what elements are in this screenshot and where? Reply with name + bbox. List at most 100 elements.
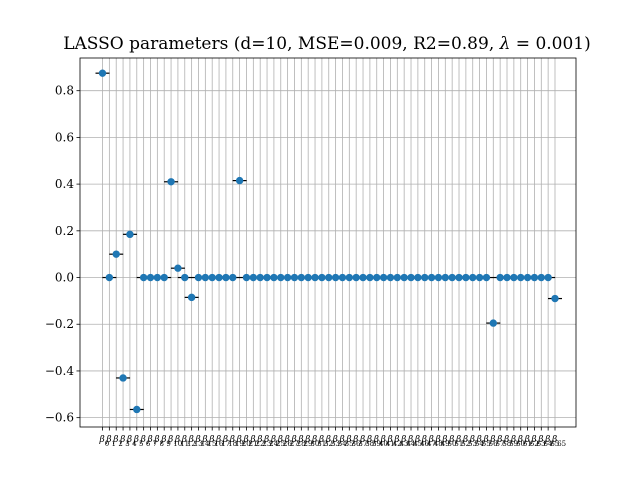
data-point xyxy=(537,273,545,282)
data-point xyxy=(448,273,456,282)
data-point xyxy=(229,273,237,282)
data-point xyxy=(105,273,114,282)
data-point xyxy=(434,273,443,282)
x-tick-label: β25 xyxy=(270,435,285,448)
data-point xyxy=(510,273,518,282)
x-tick-label: β38 xyxy=(359,435,374,448)
data-point xyxy=(352,273,360,282)
data-point xyxy=(331,273,340,282)
data-point xyxy=(119,374,127,382)
x-tick-label: β43 xyxy=(393,435,408,448)
data-point xyxy=(441,273,450,282)
data-point xyxy=(194,273,203,282)
data-point xyxy=(215,273,223,282)
x-tick-label: β2 xyxy=(112,435,123,448)
x-tick-label: β19 xyxy=(229,435,244,448)
data-point xyxy=(393,273,402,282)
data-point xyxy=(167,178,175,186)
data-point xyxy=(475,273,484,282)
y-tick-label: −0.6 xyxy=(45,411,74,425)
data-point xyxy=(373,273,381,282)
x-tick-label: β14 xyxy=(194,435,210,448)
x-tick-label: β31 xyxy=(311,435,326,448)
data-point xyxy=(325,273,333,282)
x-tick-label: β42 xyxy=(386,435,401,448)
data-point xyxy=(503,273,511,282)
data-point xyxy=(297,273,306,282)
x-tick-label: β61 xyxy=(517,435,532,448)
x-tick-label: β24 xyxy=(263,435,279,448)
axes: 0.80.60.40.20.0−0.2−0.4−0.6β0β1β2β3β4β5β… xyxy=(45,84,566,448)
x-tick-label: β35 xyxy=(338,435,353,448)
x-tick-label: β50 xyxy=(441,435,456,448)
data-point xyxy=(318,273,326,282)
x-tick-label: β10 xyxy=(167,435,182,448)
x-tick-label: β41 xyxy=(380,435,395,448)
data-point xyxy=(256,273,264,282)
x-tick-label: β51 xyxy=(448,435,463,448)
data-point xyxy=(304,273,312,282)
x-tick-label: β27 xyxy=(284,435,299,448)
x-tick-label: β22 xyxy=(249,435,264,448)
data-point xyxy=(270,273,278,282)
data-point xyxy=(359,273,367,282)
data-point xyxy=(160,273,168,282)
x-tick-label: β33 xyxy=(325,435,340,448)
x-tick-label: β65 xyxy=(551,435,566,448)
data-point xyxy=(153,273,162,282)
data-point xyxy=(338,273,347,282)
x-tick-label: β34 xyxy=(332,435,348,448)
data-point xyxy=(146,273,155,282)
data-point xyxy=(414,273,422,282)
x-tick-label: β62 xyxy=(524,435,539,448)
x-tick-label: β20 xyxy=(236,435,251,448)
x-tick-label: β26 xyxy=(277,435,293,448)
x-tick-label: β59 xyxy=(503,435,518,448)
data-point xyxy=(187,293,196,302)
x-tick-label: β21 xyxy=(242,435,257,448)
data-point xyxy=(386,273,395,282)
data-point xyxy=(407,273,415,282)
x-tick-label: β39 xyxy=(366,435,381,448)
y-tick-label: 0.4 xyxy=(55,177,74,191)
y-tick-label: 0.6 xyxy=(55,130,74,144)
data-point xyxy=(366,273,374,282)
x-tick-label: β32 xyxy=(318,435,333,448)
data-point xyxy=(208,273,216,282)
data-point xyxy=(544,273,552,282)
data-point xyxy=(235,176,244,185)
x-tick-label: β0 xyxy=(99,435,110,448)
data-point xyxy=(379,273,388,282)
data-point xyxy=(283,273,292,282)
data-point xyxy=(400,273,408,282)
data-point xyxy=(482,273,491,282)
x-tick-label: β23 xyxy=(256,435,271,448)
data-point xyxy=(126,230,134,239)
x-tick-label: β30 xyxy=(304,435,319,448)
data-point xyxy=(517,273,525,282)
chart-title: LASSO parameters (d=10, MSE=0.009, R2=0.… xyxy=(63,34,591,54)
x-tick-label: β55 xyxy=(476,435,491,448)
x-tick-label: β36 xyxy=(345,435,361,448)
y-tick-label: −0.2 xyxy=(45,317,74,331)
x-tick-label: β9 xyxy=(160,435,171,448)
data-point xyxy=(530,273,539,282)
x-tick-label: β65 xyxy=(544,435,559,448)
data-point xyxy=(201,273,210,282)
x-tick-label: β8 xyxy=(153,435,164,448)
x-tick-label: β57 xyxy=(489,435,504,448)
x-tick-label: β44 xyxy=(400,435,416,448)
data-point xyxy=(174,264,182,272)
y-tick-label: 0.0 xyxy=(55,271,74,285)
data-point xyxy=(133,405,141,414)
x-tick-label: β29 xyxy=(297,435,312,448)
data-point xyxy=(222,273,230,282)
x-tick-label: β4 xyxy=(126,435,137,448)
x-tick-label: β64 xyxy=(537,435,553,448)
data-point xyxy=(496,273,504,282)
data-point xyxy=(139,273,148,282)
plot-frame xyxy=(79,57,577,428)
x-tick-label: β60 xyxy=(510,435,525,448)
x-tick-label: β63 xyxy=(530,435,545,448)
